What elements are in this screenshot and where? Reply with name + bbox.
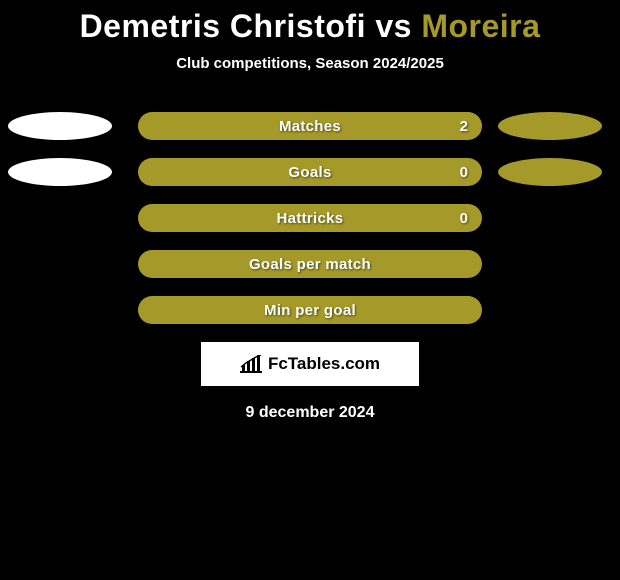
stat-label: Hattricks <box>277 210 344 227</box>
stat-row: Hattricks 0 <box>0 204 620 232</box>
page-title: Demetris Christofi vs Moreira <box>0 0 620 45</box>
player1-ellipse <box>8 158 112 186</box>
stat-bar: Hattricks 0 <box>138 204 482 232</box>
subtitle: Club competitions, Season 2024/2025 <box>0 55 620 72</box>
stat-row: Goals 0 <box>0 158 620 186</box>
stat-row: Min per goal <box>0 296 620 324</box>
player2-ellipse <box>498 158 602 186</box>
player1-name: Demetris Christofi <box>80 8 366 44</box>
stat-label: Min per goal <box>264 302 356 319</box>
stat-bar: Goals 0 <box>138 158 482 186</box>
stat-bar: Min per goal <box>138 296 482 324</box>
stat-label: Matches <box>279 118 341 135</box>
date-text: 9 december 2024 <box>0 404 620 422</box>
logo-text: FcTables.com <box>268 354 380 374</box>
logo-box: FcTables.com <box>201 342 419 386</box>
bar-chart-icon <box>240 355 262 373</box>
stat-label: Goals per match <box>249 256 371 273</box>
stat-value-right: 0 <box>460 164 468 181</box>
stat-value-right: 2 <box>460 118 468 135</box>
vs-text: vs <box>366 8 421 44</box>
comparison-chart: Matches 2 Goals 0 Hattricks 0 Goals per match M… <box>0 112 620 324</box>
player1-ellipse <box>8 112 112 140</box>
stat-bar: Matches 2 <box>138 112 482 140</box>
stat-row: Matches 2 <box>0 112 620 140</box>
player2-ellipse <box>498 112 602 140</box>
stat-value-right: 0 <box>460 210 468 227</box>
stat-label: Goals <box>288 164 331 181</box>
stat-row: Goals per match <box>0 250 620 278</box>
stat-bar: Goals per match <box>138 250 482 278</box>
player2-name: Moreira <box>421 8 540 44</box>
